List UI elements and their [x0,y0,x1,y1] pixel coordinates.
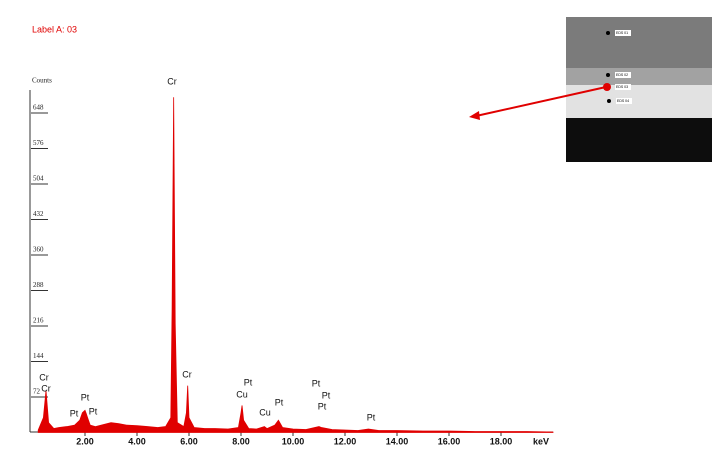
x-tick-label: 12.00 [334,436,357,446]
y-tick-label: 360 [33,246,44,254]
inset-label: EDS 04 [617,99,629,103]
y-tick-label: 72 [33,388,41,396]
peak-label: Cr [182,369,192,379]
y-tick-label: 576 [33,139,44,147]
x-tick-label: 4.00 [128,436,146,446]
inset-label-box [615,72,631,78]
inset-image [469,17,712,162]
chart-title: Label A: 03 [32,24,77,34]
y-tick-label: 216 [33,317,44,325]
y-tick-label: 144 [33,352,44,360]
x-tick-label: 8.00 [232,436,250,446]
peak-label: Pt [81,392,90,402]
y-axis-label: Counts [32,77,52,85]
inset-label-box [615,84,631,90]
peak-label: Cr [39,372,49,382]
inset-label-box [616,98,632,104]
y-tick-label: 432 [33,210,44,218]
x-tick-label: 6.00 [180,436,198,446]
peak-label: Pt [312,378,321,388]
inset-label: EDS 01 [616,31,628,35]
y-tick-label: 504 [33,175,44,183]
x-tick-label: 16.00 [438,436,461,446]
peak-label: Cu [236,389,248,399]
peak-label: Pt [89,406,98,416]
peak-label: Pt [322,390,331,400]
peak-label: Cr [41,383,51,393]
inset-label-box [615,30,631,36]
inset-label: EDS 02 [616,73,628,77]
peak-label: Pt [70,408,79,418]
x-tick-label: 14.00 [386,436,409,446]
x-tick-label: 10.00 [282,436,305,446]
spectrum-area [37,97,554,433]
peak-label: Pt [367,412,376,422]
inset-label: EDS 03 [616,85,628,89]
x-tick-label: 18.00 [490,436,513,446]
x-tick-label: 2.00 [76,436,94,446]
peak-label: Pt [318,401,327,411]
peak-label: Pt [244,377,253,387]
peak-label: Cu [259,407,271,417]
y-tick-label: 648 [33,104,44,112]
peak-label: Pt [275,397,284,407]
peak-label: Cr [167,76,177,86]
x-axis-label: keV [533,436,549,446]
y-tick-label: 288 [33,281,44,289]
